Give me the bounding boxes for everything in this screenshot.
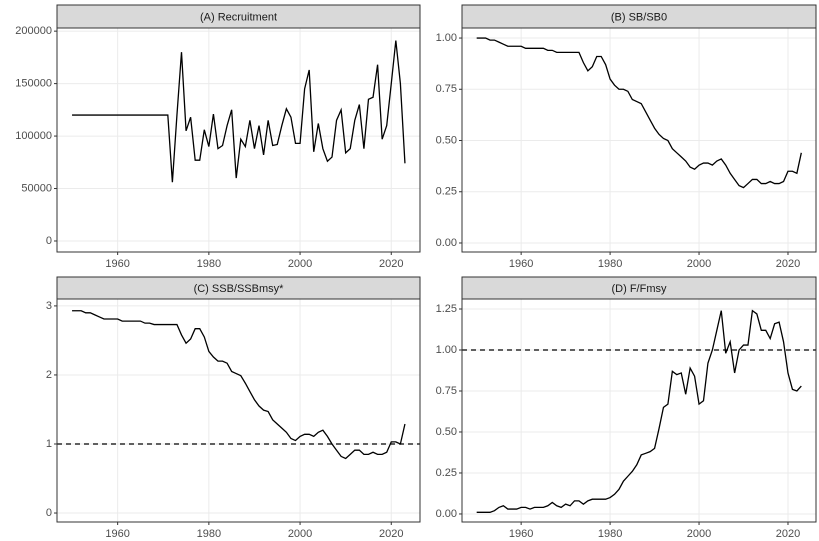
y-tick-label: 200000 xyxy=(15,25,52,37)
panel-background xyxy=(462,299,816,522)
x-tick-label: 2020 xyxy=(776,528,800,540)
x-tick-label: 1960 xyxy=(509,528,533,540)
y-tick-label: 0.25 xyxy=(436,467,457,479)
y-tick-label: 0.75 xyxy=(436,83,457,95)
x-tick-label: 1960 xyxy=(105,528,129,540)
panel-title: (C) SSB/SSBmsy* xyxy=(194,283,285,295)
panel-title: (A) Recruitment xyxy=(200,11,277,23)
y-tick-label: 100000 xyxy=(15,130,52,142)
panel-background xyxy=(462,28,816,252)
panel-background xyxy=(57,299,420,522)
y-tick-label: 150000 xyxy=(15,78,52,90)
x-tick-label: 1960 xyxy=(509,258,533,270)
x-tick-label: 2000 xyxy=(288,528,312,540)
y-tick-label: 0.50 xyxy=(436,426,457,438)
panel-title: (D) F/Fmsy xyxy=(612,283,667,295)
x-tick-label: 2020 xyxy=(379,258,403,270)
strip xyxy=(56,4,421,29)
data-line xyxy=(72,310,406,460)
y-tick-label: 1.00 xyxy=(436,32,457,44)
y-tick-label: 50000 xyxy=(21,182,52,194)
x-tick-label: 2020 xyxy=(379,528,403,540)
y-tick-label: 0.00 xyxy=(436,237,457,249)
data-line xyxy=(72,40,406,183)
strip xyxy=(461,4,817,29)
panel-background xyxy=(57,28,420,252)
y-tick-label: 0 xyxy=(46,507,52,519)
y-tick-label: 0.25 xyxy=(436,186,457,198)
x-tick-label: 1980 xyxy=(197,528,221,540)
strip xyxy=(56,276,421,300)
y-tick-label: 0.00 xyxy=(436,508,457,520)
x-tick-label: 1960 xyxy=(105,258,129,270)
panel-title: (B) SB/SB0 xyxy=(611,11,667,23)
x-tick-label: 2000 xyxy=(687,528,711,540)
x-tick-label: 2000 xyxy=(288,258,312,270)
y-tick-label: 0.50 xyxy=(436,134,457,146)
x-tick-label: 2000 xyxy=(687,258,711,270)
x-tick-label: 1980 xyxy=(598,258,622,270)
x-tick-label: 1980 xyxy=(197,258,221,270)
x-tick-label: 2020 xyxy=(776,258,800,270)
y-tick-label: 1 xyxy=(46,438,52,450)
data-line xyxy=(476,37,802,189)
y-tick-label: 3 xyxy=(46,300,52,312)
x-tick-label: 1980 xyxy=(598,528,622,540)
data-line xyxy=(476,309,802,513)
y-tick-label: 1.25 xyxy=(436,303,457,315)
y-tick-label: 0.75 xyxy=(436,385,457,397)
strip xyxy=(461,276,817,300)
y-tick-label: 1.00 xyxy=(436,344,457,356)
y-tick-label: 0 xyxy=(46,235,52,247)
y-tick-label: 2 xyxy=(46,369,52,381)
